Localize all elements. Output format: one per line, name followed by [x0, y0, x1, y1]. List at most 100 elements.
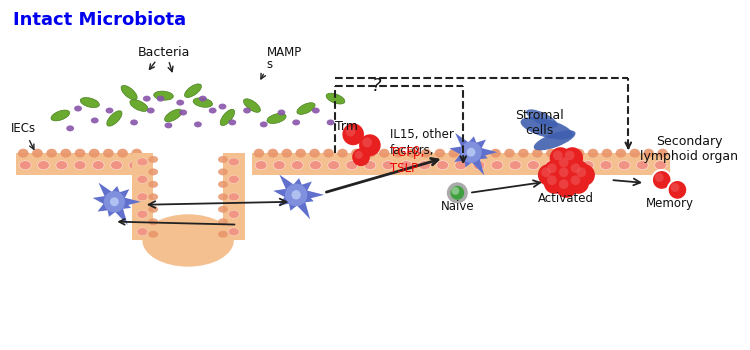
Text: ?: ? — [372, 77, 382, 95]
Ellipse shape — [218, 231, 228, 238]
Ellipse shape — [406, 149, 417, 158]
Text: IL15, other
factors,: IL15, other factors, — [389, 128, 454, 158]
Ellipse shape — [154, 91, 173, 100]
Ellipse shape — [527, 161, 539, 170]
Circle shape — [104, 191, 125, 212]
Ellipse shape — [618, 161, 630, 170]
Ellipse shape — [588, 149, 598, 158]
Ellipse shape — [218, 193, 228, 200]
Ellipse shape — [254, 149, 264, 158]
Ellipse shape — [199, 96, 207, 102]
Text: Stromal
cells: Stromal cells — [515, 108, 564, 136]
Ellipse shape — [56, 161, 68, 170]
Circle shape — [110, 197, 118, 206]
Bar — [16, 153, 144, 175]
Ellipse shape — [229, 119, 236, 125]
Circle shape — [559, 158, 568, 167]
Ellipse shape — [164, 109, 182, 122]
Ellipse shape — [18, 149, 28, 158]
Ellipse shape — [260, 121, 268, 127]
Circle shape — [346, 127, 355, 136]
Polygon shape — [449, 146, 464, 155]
Ellipse shape — [148, 181, 158, 188]
Polygon shape — [98, 202, 109, 212]
Ellipse shape — [520, 117, 573, 140]
Circle shape — [446, 182, 468, 204]
Ellipse shape — [351, 149, 361, 158]
Ellipse shape — [38, 161, 50, 170]
Ellipse shape — [297, 103, 315, 114]
Ellipse shape — [419, 161, 430, 170]
Ellipse shape — [574, 149, 584, 158]
Ellipse shape — [448, 149, 459, 158]
Polygon shape — [123, 197, 141, 206]
Circle shape — [451, 186, 464, 200]
Polygon shape — [289, 202, 297, 211]
Circle shape — [342, 124, 364, 145]
Ellipse shape — [148, 193, 158, 200]
Ellipse shape — [91, 118, 99, 124]
Circle shape — [452, 187, 459, 195]
Ellipse shape — [220, 109, 235, 126]
Ellipse shape — [532, 149, 542, 158]
Ellipse shape — [292, 119, 300, 125]
Circle shape — [668, 180, 687, 200]
Ellipse shape — [137, 193, 148, 201]
Ellipse shape — [602, 149, 612, 158]
Polygon shape — [478, 151, 488, 160]
Polygon shape — [98, 183, 112, 198]
Ellipse shape — [74, 106, 82, 112]
Circle shape — [542, 167, 551, 177]
Ellipse shape — [400, 161, 412, 170]
Ellipse shape — [546, 149, 556, 158]
Ellipse shape — [382, 161, 394, 170]
Circle shape — [573, 164, 595, 186]
Ellipse shape — [243, 107, 251, 113]
Ellipse shape — [131, 149, 142, 158]
Polygon shape — [115, 207, 128, 225]
Polygon shape — [118, 189, 129, 199]
Ellipse shape — [51, 110, 70, 121]
Text: MAMP
s: MAMP s — [267, 46, 302, 71]
Text: Activated: Activated — [538, 192, 595, 205]
Ellipse shape — [281, 149, 292, 158]
Polygon shape — [455, 133, 469, 148]
Ellipse shape — [338, 149, 348, 158]
Ellipse shape — [80, 98, 100, 107]
Polygon shape — [472, 158, 484, 175]
Polygon shape — [112, 186, 120, 194]
Ellipse shape — [137, 210, 148, 218]
Text: Memory: Memory — [646, 197, 694, 210]
Text: Bacteria: Bacteria — [137, 46, 190, 59]
Ellipse shape — [526, 109, 557, 127]
Ellipse shape — [130, 119, 138, 125]
Circle shape — [362, 138, 372, 147]
Polygon shape — [293, 178, 302, 187]
Circle shape — [352, 148, 370, 166]
Ellipse shape — [600, 161, 612, 170]
Ellipse shape — [32, 149, 43, 158]
Ellipse shape — [310, 149, 320, 158]
Circle shape — [544, 160, 566, 182]
Ellipse shape — [436, 161, 448, 170]
Ellipse shape — [129, 161, 141, 170]
Ellipse shape — [218, 206, 228, 213]
Ellipse shape — [218, 168, 228, 175]
Ellipse shape — [509, 161, 521, 170]
Ellipse shape — [193, 98, 212, 107]
Ellipse shape — [273, 161, 285, 170]
Ellipse shape — [327, 119, 334, 125]
Circle shape — [571, 163, 580, 173]
Ellipse shape — [143, 96, 151, 102]
Polygon shape — [278, 195, 290, 205]
Ellipse shape — [229, 175, 239, 183]
Ellipse shape — [296, 149, 306, 158]
Ellipse shape — [473, 161, 484, 170]
Circle shape — [547, 163, 556, 173]
Ellipse shape — [148, 206, 158, 213]
Circle shape — [556, 154, 578, 176]
Ellipse shape — [74, 161, 86, 170]
Polygon shape — [464, 159, 472, 167]
Ellipse shape — [106, 111, 122, 126]
Polygon shape — [475, 140, 486, 150]
